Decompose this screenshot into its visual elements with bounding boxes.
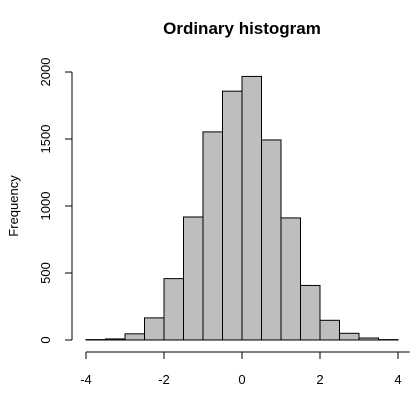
y-tick-label: 1500 — [38, 125, 53, 154]
x-tick-label: -4 — [80, 372, 92, 387]
bars-layer — [85, 75, 399, 341]
histogram-bar-13 — [319, 319, 340, 341]
x-tick-label: 2 — [316, 372, 323, 387]
x-tick-label: 0 — [238, 372, 245, 387]
histogram-bar-4 — [144, 317, 165, 341]
y-tick-label: 2000 — [38, 58, 53, 87]
chart-title: Ordinary histogram — [163, 19, 321, 38]
y-tick-label: 1000 — [38, 192, 53, 221]
histogram-bar-10 — [261, 139, 282, 341]
histogram-bar-2 — [105, 338, 126, 341]
y-tick-label: 0 — [38, 336, 53, 343]
x-tick-label: -2 — [158, 372, 170, 387]
histogram-bar-12 — [300, 284, 321, 341]
histogram-bar-15 — [358, 337, 379, 341]
x-tick-label: 4 — [394, 372, 401, 387]
y-axis-label: Frequency — [6, 175, 21, 237]
histogram-bar-14 — [339, 332, 360, 341]
x-axis: -4 -2 0 2 4 — [80, 351, 410, 387]
histogram-bar-5 — [163, 278, 184, 341]
y-tick-label: 500 — [38, 262, 53, 284]
histogram-bar-9 — [241, 75, 262, 341]
histogram-bar-6 — [183, 216, 204, 341]
histogram-bar-8 — [222, 90, 243, 341]
histogram-bar-11 — [280, 217, 301, 341]
y-axis: 0 500 1000 1500 2000 — [38, 58, 73, 344]
histogram-bar-7 — [202, 131, 223, 341]
histogram-bar-3 — [124, 333, 145, 341]
